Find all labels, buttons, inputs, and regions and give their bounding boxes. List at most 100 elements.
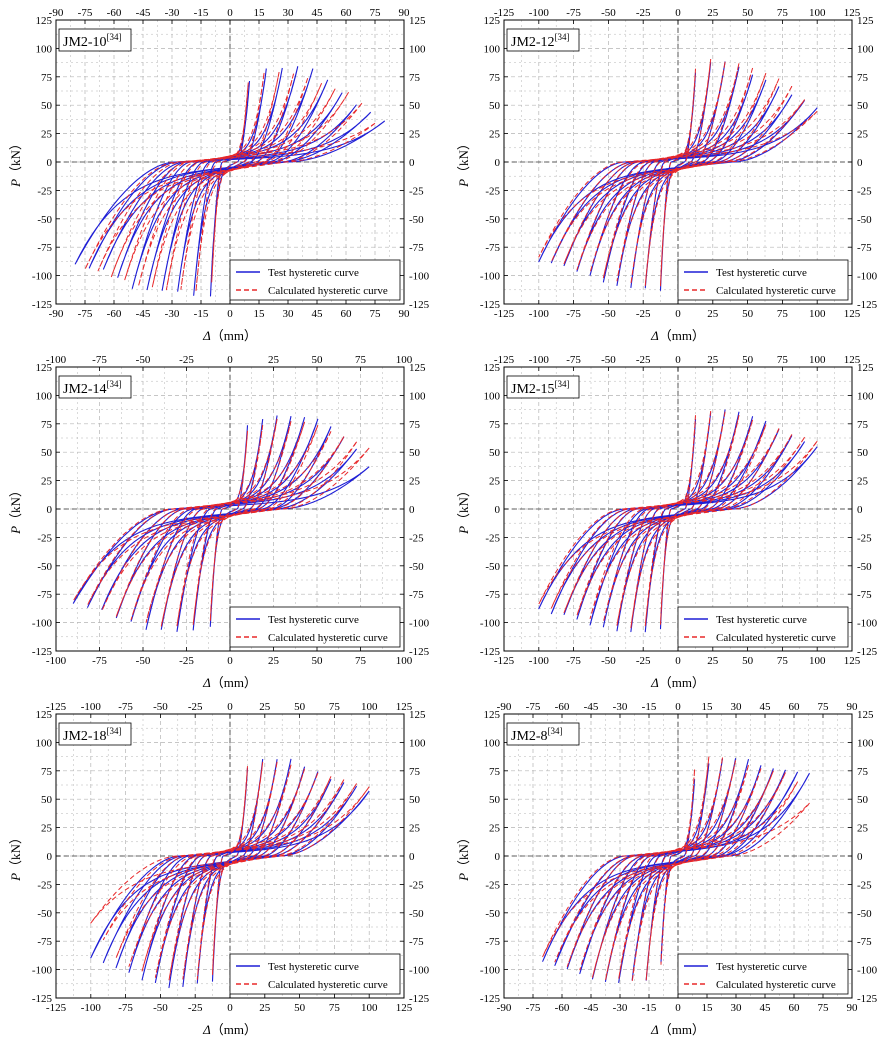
x-tick-label-bottom: -100 bbox=[81, 1002, 102, 1014]
y-tick-label-right: -125 bbox=[857, 646, 878, 658]
y-tick-label-left: -75 bbox=[485, 936, 500, 948]
y-tick-label-left: -125 bbox=[32, 646, 53, 658]
x-tick-label-top: -75 bbox=[118, 701, 133, 713]
x-tick-label-bottom: 25 bbox=[268, 655, 280, 667]
x-tick-label-bottom: 125 bbox=[844, 308, 861, 320]
specimen-title-text: JM2-14[34] bbox=[63, 379, 122, 397]
y-tick-label-left: -25 bbox=[485, 532, 500, 544]
calculated-curve-loop-1 bbox=[660, 68, 696, 287]
y-tick-label-right: 25 bbox=[409, 129, 421, 141]
specimen-title: JM2-15[34] bbox=[506, 375, 580, 399]
x-tick-label-bottom: -25 bbox=[179, 655, 194, 667]
y-tick-label-right: 25 bbox=[857, 823, 869, 835]
calculated-curve-loop-7 bbox=[124, 88, 336, 281]
y-tick-label-left: -75 bbox=[37, 936, 52, 948]
x-tick-label-top: -75 bbox=[566, 7, 581, 19]
y-tick-label-right: -100 bbox=[857, 271, 878, 283]
x-axis-label: Δ（mm） bbox=[202, 675, 257, 690]
y-tick-label-right: -50 bbox=[409, 561, 424, 573]
x-tick-label-bottom: 75 bbox=[777, 308, 789, 320]
y-tick-label-right: 75 bbox=[409, 419, 421, 431]
y-tick-label-right: -100 bbox=[857, 965, 878, 977]
legend-test-label: Test hysteretic curve bbox=[268, 267, 359, 279]
y-tick-label-right: 50 bbox=[857, 447, 869, 459]
title-box bbox=[506, 722, 580, 746]
x-tick-label-bottom: -125 bbox=[494, 655, 515, 667]
test-curve-loop-10 bbox=[538, 107, 818, 263]
x-axis-label: Δ（mm） bbox=[650, 1022, 705, 1037]
y-tick-label-right: 125 bbox=[857, 709, 874, 721]
legend-box bbox=[677, 606, 849, 648]
y-tick-label-left: 125 bbox=[484, 362, 501, 374]
legend: Test hysteretic curve Calculated hysteret… bbox=[677, 606, 849, 648]
x-tick-label-top: -45 bbox=[584, 701, 599, 713]
y-tick-label-left: -75 bbox=[37, 242, 52, 254]
x-tick-label-top: -50 bbox=[136, 354, 151, 366]
x-tick-label-top: -100 bbox=[529, 354, 550, 366]
x-tick-label-bottom: 30 bbox=[731, 1002, 743, 1014]
y-tick-label-left: 100 bbox=[36, 737, 53, 749]
y-tick-label-left: 100 bbox=[36, 43, 53, 55]
test-curve-loop-10 bbox=[542, 772, 810, 962]
x-tick-label-top: 15 bbox=[254, 7, 266, 19]
x-tick-label-top: 75 bbox=[777, 7, 789, 19]
calculated-curve-loop-8 bbox=[110, 92, 350, 278]
y-tick-label-left: 0 bbox=[47, 504, 53, 516]
x-tick-label-bottom: -75 bbox=[92, 655, 107, 667]
legend-box bbox=[229, 953, 401, 995]
y-tick-label-left: 25 bbox=[41, 129, 53, 141]
calculated-curve-loop-3 bbox=[180, 72, 280, 290]
y-tick-label-left: 0 bbox=[495, 157, 501, 169]
y-tick-label-left: -100 bbox=[32, 618, 53, 630]
y-tick-label-right: -75 bbox=[857, 242, 872, 254]
x-tick-label-bottom: 0 bbox=[227, 655, 233, 667]
x-tick-label-top: -90 bbox=[49, 7, 64, 19]
x-tick-label-bottom: -125 bbox=[494, 308, 515, 320]
y-axis-label: P（kN） bbox=[456, 484, 471, 535]
calculated-curve-loop-10 bbox=[538, 440, 818, 605]
y-tick-label-right: 100 bbox=[857, 390, 874, 402]
x-tick-label-top: -50 bbox=[601, 354, 616, 366]
y-tick-label-left: 75 bbox=[41, 766, 53, 778]
x-tick-label-bottom: 75 bbox=[777, 655, 789, 667]
x-tick-label-bottom: 15 bbox=[702, 1002, 714, 1014]
y-axis-label: P（kN） bbox=[8, 831, 23, 882]
legend: Test hysteretic curve Calculated hysteret… bbox=[229, 606, 401, 648]
calculated-curve-loop-1 bbox=[660, 769, 696, 965]
x-tick-label-top: -30 bbox=[613, 701, 628, 713]
calculated-curve-loop-10 bbox=[542, 802, 810, 958]
y-tick-label-right: 75 bbox=[857, 419, 869, 431]
y-tick-label-left: -50 bbox=[37, 214, 52, 226]
calculated-curve-loop-8 bbox=[563, 85, 793, 265]
y-tick-label-left: 25 bbox=[489, 129, 501, 141]
calculated-curve-loop-4 bbox=[616, 414, 740, 626]
x-tick-label-bottom: -75 bbox=[78, 308, 93, 320]
calculated-curve-loop-3 bbox=[630, 411, 726, 629]
y-tick-label-left: -50 bbox=[485, 561, 500, 573]
y-tick-label-left: -125 bbox=[32, 993, 53, 1005]
specimen-title-text: JM2-15[34] bbox=[511, 379, 570, 397]
x-tick-label-bottom: 75 bbox=[329, 1002, 341, 1014]
x-tick-label-top: 100 bbox=[361, 701, 378, 713]
y-tick-label-right: -125 bbox=[409, 646, 430, 658]
x-tick-label-top: 125 bbox=[844, 7, 861, 19]
x-tick-label-top: 100 bbox=[396, 354, 413, 366]
x-tick-label-bottom: -75 bbox=[118, 1002, 133, 1014]
title-box bbox=[506, 375, 580, 399]
y-tick-label-right: -50 bbox=[857, 561, 872, 573]
y-tick-label-right: 75 bbox=[857, 766, 869, 778]
curves bbox=[538, 58, 818, 291]
y-tick-label-right: -75 bbox=[857, 589, 872, 601]
y-tick-label-right: -75 bbox=[857, 936, 872, 948]
y-tick-label-right: 0 bbox=[857, 504, 863, 516]
x-tick-label-bottom: -90 bbox=[49, 308, 64, 320]
x-tick-label-top: -125 bbox=[494, 354, 515, 366]
y-tick-label-left: 75 bbox=[489, 72, 501, 84]
calculated-curve-loop-5 bbox=[602, 419, 754, 623]
y-tick-label-left: -25 bbox=[37, 879, 52, 891]
y-tick-label-left: -100 bbox=[32, 271, 53, 283]
curves bbox=[74, 66, 386, 297]
x-tick-label-bottom: 60 bbox=[341, 308, 353, 320]
y-tick-label-left: 100 bbox=[484, 737, 501, 749]
test-curve-loop-9 bbox=[87, 448, 358, 608]
